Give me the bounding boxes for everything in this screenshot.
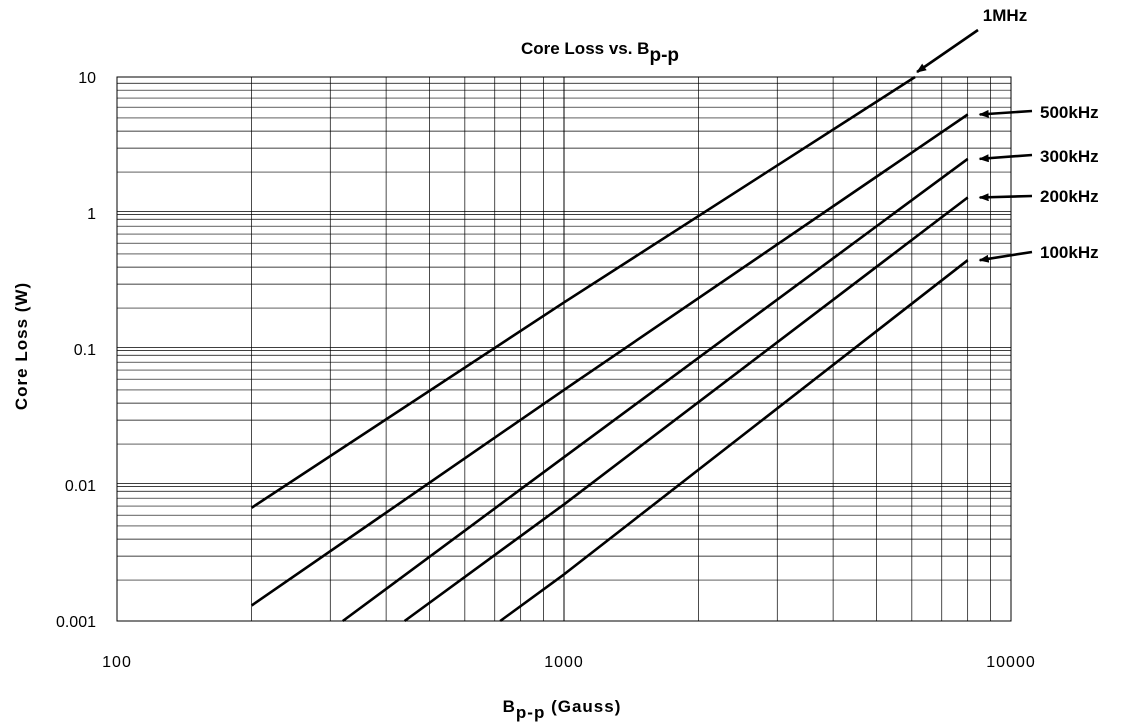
x-axis-label-subscript: p-p (516, 703, 545, 722)
series-annotations: 1MHz 500kHz 300kHz 200kHz 100kHz (916, 6, 1099, 263)
series-label-500khz: 500kHz (1040, 103, 1099, 122)
series-line-1mhz (250, 75, 916, 509)
series-label-300khz: 300kHz (1040, 147, 1099, 166)
y-tick-label: 10 (78, 70, 96, 87)
x-tick-label: 100 (102, 654, 132, 671)
y-tick-label: 0.1 (74, 342, 96, 359)
axis-ticks: 100 1000 10000 0.001 0.01 0.1 1 10 (56, 70, 1036, 671)
grid (117, 77, 1011, 621)
annotation-arrow-100khz (978, 250, 1033, 263)
x-tick-label: 1000 (544, 654, 584, 671)
series-label-100khz: 100kHz (1040, 243, 1099, 262)
x-axis-label-main: B (503, 697, 516, 716)
y-tick-label: 1 (87, 206, 96, 223)
y-tick-label: 0.001 (56, 614, 96, 631)
annotation-arrow-300khz (978, 153, 1033, 163)
series-label-200khz: 200kHz (1040, 187, 1099, 206)
chart-title-main: Core Loss vs. B (521, 39, 650, 58)
annotation-arrow-200khz (978, 193, 1033, 202)
chart-title-subscript: p-p (649, 45, 679, 66)
annotation-arrow-1mhz (916, 28, 979, 74)
series-layer (250, 75, 969, 623)
series-line-100khz (499, 259, 969, 623)
x-axis-label-unit: (Gauss) (545, 697, 621, 716)
annotation-arrow-500khz (978, 109, 1033, 118)
y-axis-label: Core Loss (W) (12, 282, 31, 410)
y-tick-label: 0.01 (65, 478, 96, 495)
series-line-500khz (250, 113, 969, 607)
series-label-1mhz: 1MHz (983, 6, 1027, 25)
chart-title: Core Loss vs. Bp-p (521, 39, 679, 66)
series-line-300khz (342, 157, 969, 623)
plot-frame (116, 76, 1012, 622)
x-axis-label: Bp-p (Gauss) (503, 697, 622, 722)
series-line-200khz (403, 196, 969, 623)
x-tick-label: 10000 (986, 654, 1036, 671)
